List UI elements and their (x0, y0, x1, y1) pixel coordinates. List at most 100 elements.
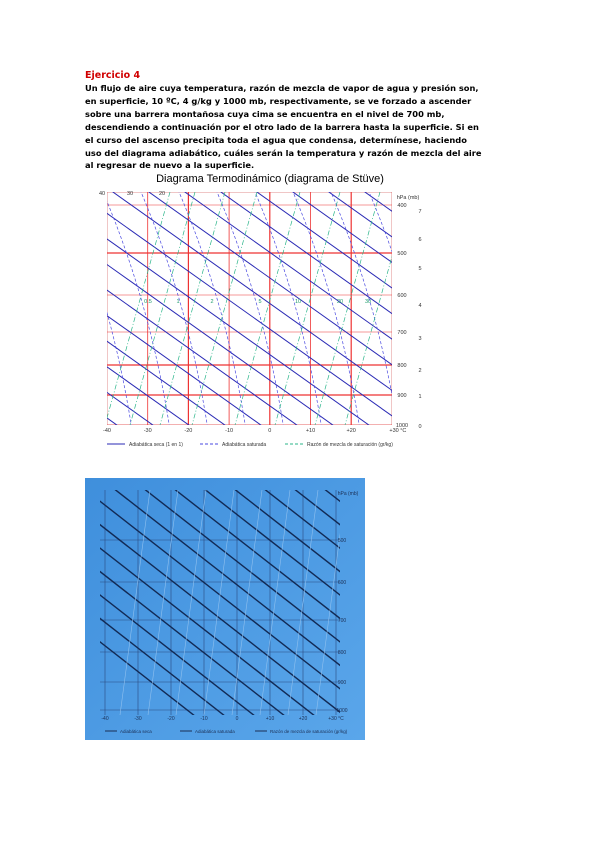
temperature-label: +10 (266, 716, 275, 722)
height-label: 7 (418, 209, 421, 215)
exercise-line: descendiendo a continuación por el otro … (85, 121, 479, 132)
dry-adiabat (330, 470, 599, 720)
exercise-line: el curso del ascenso precipita toda el a… (85, 134, 467, 145)
dry-adiabat (384, 180, 599, 450)
dry-adiabat (107, 315, 262, 425)
height-label: 6 (418, 237, 421, 243)
mixing-ratio-label: 0.5 (144, 299, 152, 305)
exercise: Ejercicio 4 Un flujo de aire cuya temper… (85, 69, 525, 172)
pressure-label: 500 (338, 538, 347, 544)
moist-adiabat (330, 192, 392, 397)
temperature-label: -40 (101, 716, 108, 722)
exercise-line: Un flujo de aire cuya temperatura, razón… (85, 83, 479, 93)
temperature-label: -10 (225, 428, 233, 434)
dry-adiabat (144, 490, 340, 643)
legend-label: Razón de mezcla de saturación (gr/kg) (270, 729, 348, 734)
dry-adiabat (328, 192, 392, 238)
mixing-ratio-label: 5 (258, 299, 261, 305)
dry-adiabat (107, 340, 226, 425)
dry-adiabat (100, 547, 315, 715)
legend-label: Adiabática seca (120, 729, 152, 734)
moist-adiabat (140, 192, 208, 425)
mixing-ratio-line (344, 255, 392, 425)
moist-adiabat (216, 192, 284, 425)
height-label: 2 (418, 368, 421, 374)
mixing-ratio-line (175, 490, 207, 715)
pressure-label: 1000 (396, 423, 408, 429)
dry-adiabat (292, 192, 392, 264)
mixing-ratio-label: 20 (337, 299, 343, 305)
dry-adiabat (100, 523, 340, 714)
height-label: 5 (418, 266, 421, 272)
temperature-label: 0 (268, 428, 271, 434)
mixing-ratio-label: 2 (210, 299, 213, 305)
dry-adiabat (107, 289, 298, 425)
dry-adiabat (220, 192, 392, 315)
height-label: 1 (418, 394, 421, 400)
mixing-ratio-line (159, 192, 226, 425)
mixing-ratio-line (107, 192, 171, 420)
diagram-title: Diagrama Termodinámico (diagrama de Stüv… (156, 173, 384, 185)
pressure-label: 700 (397, 330, 406, 336)
moist-adiabat (178, 192, 246, 425)
temperature-label: +20 (347, 428, 356, 434)
mixing-ratio-label: 10 (295, 299, 301, 305)
dry-adiabat (148, 192, 392, 366)
pressure-label: 600 (397, 293, 406, 299)
pressure-label: 500 (397, 251, 406, 257)
temperature-label: +10 (306, 428, 315, 434)
dry-adiabat (107, 391, 154, 425)
dry-adiabat (112, 192, 392, 391)
dry-adiabat (100, 617, 225, 715)
exercise-line: sobre una barrera montañosa cuya cima se… (85, 108, 445, 119)
dry-adiabat (294, 490, 340, 526)
legend-label: Adiabática saturada (222, 442, 266, 448)
plot-area (107, 192, 392, 425)
moist-adiabat (404, 185, 474, 430)
pressure-label: 400 (397, 203, 406, 209)
dry-adiabat (234, 490, 340, 573)
moist-adiabat (0, 185, 56, 430)
dry-adiabat (100, 594, 255, 715)
legend-label: Adiabática saturada (195, 729, 235, 734)
dry-adiabat (204, 490, 340, 596)
legend-label: Adiabática seca (1 en 1) (129, 442, 183, 448)
exercise-title: Ejercicio 4 (85, 70, 141, 81)
top-label: 40 (99, 191, 105, 197)
mixing-ratio-line (119, 490, 151, 715)
pressure-unit: hPa (mb) (338, 491, 359, 497)
dry-adiabat (107, 263, 334, 425)
temperature-label: -30 (144, 428, 152, 434)
moist-adiabat (254, 192, 322, 425)
pressure-label: 700 (338, 618, 347, 624)
temperature-label: +20 (299, 716, 308, 722)
moist-adiabat (107, 200, 170, 425)
pressure-label: 600 (338, 580, 347, 586)
temperature-label: +30 °C (389, 428, 406, 434)
mixing-ratio-line (259, 490, 291, 715)
dry-adiabat (107, 212, 392, 417)
temperature-label: -20 (167, 716, 174, 722)
pressure-label: 800 (397, 363, 406, 369)
mixing-ratio-line (191, 192, 258, 425)
pressure-label: 800 (338, 650, 347, 656)
moist-adiabat (107, 311, 132, 425)
dry-adiabat (184, 192, 392, 340)
mixing-ratio-line (147, 490, 179, 715)
moist-adiabat (292, 192, 360, 425)
mixing-ratio-line (274, 192, 341, 425)
exercise-line: uso del diagrama adiabático, cuáles será… (85, 147, 482, 158)
pressure-label: 1000 (336, 708, 347, 714)
height-label: 0 (418, 424, 421, 430)
height-label: 3 (418, 336, 421, 342)
mixing-ratio-line (203, 490, 235, 715)
dry-adiabat (264, 490, 340, 550)
dry-adiabat (107, 238, 370, 425)
mixing-ratio-line (129, 192, 196, 425)
height-label: 4 (418, 303, 421, 309)
temperature-label: 0 (236, 716, 239, 722)
dry-adiabat (107, 366, 190, 425)
mixing-ratio-line (231, 490, 263, 715)
pressure-label: 900 (338, 680, 347, 686)
